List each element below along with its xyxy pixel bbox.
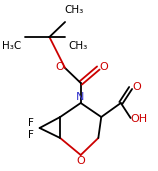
Text: O: O	[56, 62, 64, 72]
Text: O: O	[76, 156, 85, 166]
Text: CH₃: CH₃	[64, 5, 83, 15]
Text: H₃C: H₃C	[2, 41, 21, 51]
Text: N: N	[76, 92, 84, 102]
Text: OH: OH	[131, 114, 148, 124]
Text: F: F	[28, 118, 34, 128]
Text: O: O	[132, 82, 141, 92]
Text: F: F	[28, 130, 34, 140]
Text: O: O	[100, 62, 109, 72]
Text: CH₃: CH₃	[68, 41, 87, 51]
